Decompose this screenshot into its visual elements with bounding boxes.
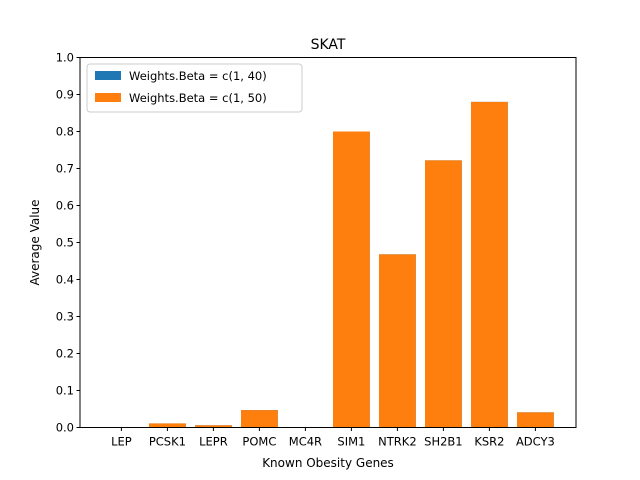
x-tick-label-sh2b1: SH2B1 [424, 435, 462, 449]
chart-title: SKAT [311, 37, 346, 53]
y-axis-label: Average Value [28, 199, 42, 285]
plot-frame [79, 57, 577, 428]
x-tick-label-pcsk1: PCSK1 [149, 435, 186, 449]
x-tick-label-adcy3: ADCY3 [516, 435, 555, 449]
legend-label-2: Weights.Beta = c(1, 50) [129, 91, 267, 105]
x-tick-label-mc4r: MC4R [289, 435, 322, 449]
y-tick-label: 1.0 [56, 51, 74, 65]
bar-series-2-pcsk1 [149, 423, 186, 428]
y-tick-label: 0.2 [56, 347, 74, 361]
bar-series-2-sh2b1 [425, 160, 462, 428]
x-tick-label-ntrk2: NTRK2 [378, 435, 416, 449]
x-axis: LEP PCSK1 LEPR POMC MC4R SIM1 NTRK2 SH2B1 KSR2 AD… [111, 427, 555, 449]
y-tick-label: 0.8 [56, 125, 74, 139]
bar-series-2-sim1 [333, 131, 370, 428]
y-tick-label: 0.7 [56, 162, 74, 176]
y-tick-label: 0.3 [56, 310, 74, 324]
bar-series-2-adcy3 [517, 412, 554, 428]
y-tick-label: 0.1 [56, 384, 74, 398]
legend-box [86, 63, 303, 113]
bars-group [149, 101, 554, 428]
bar-series-2-pomc [241, 410, 278, 428]
y-tick-label: 0.4 [56, 273, 74, 287]
x-tick-label-pomc: POMC [242, 435, 276, 449]
bar-series-2-ksr2 [471, 101, 508, 428]
y-tick-label: 0.0 [56, 421, 74, 435]
y-tick-label: 0.9 [56, 88, 74, 102]
x-axis-label: Known Obesity Genes [262, 456, 394, 470]
y-tick-label: 0.5 [56, 236, 74, 250]
bar-series-2-ntrk2 [379, 254, 416, 428]
x-tick-label-lepr: LEPR [199, 435, 228, 449]
x-tick-label-sim1: SIM1 [337, 435, 365, 449]
legend: Weights.Beta = c(1, 40) Weights.Beta = c(… [86, 63, 303, 113]
legend-swatch-1 [95, 71, 121, 80]
legend-swatch-2 [95, 93, 121, 102]
y-axis: 0.0 0.1 0.2 0.3 0.4 0.5 0.6 0.7 0.8 0.9 1.0 [56, 51, 80, 435]
x-tick-label-ksr2: KSR2 [474, 435, 504, 449]
y-tick-label: 0.6 [56, 199, 74, 213]
x-tick-label-lep: LEP [111, 435, 132, 449]
bar-series-2-lepr [195, 425, 232, 428]
legend-label-1: Weights.Beta = c(1, 40) [129, 69, 267, 83]
